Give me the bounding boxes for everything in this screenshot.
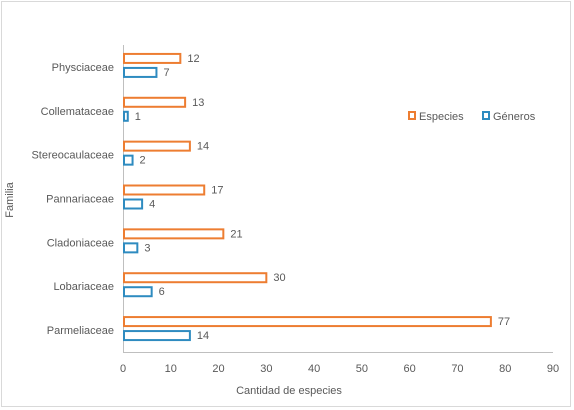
x-tick-label: 90 — [547, 363, 559, 375]
data-label: 14 — [197, 141, 209, 153]
x-axis-title: Cantidad de especies — [236, 385, 342, 397]
legend-label: Géneros — [493, 111, 536, 123]
bar-especies — [123, 228, 225, 240]
x-tick-label: 30 — [260, 363, 272, 375]
legend-label: Especies — [419, 111, 464, 123]
y-axis-title: Familia — [4, 181, 16, 217]
x-tick-label: 40 — [308, 363, 320, 375]
data-label: 2 — [140, 155, 146, 167]
x-tick-label: 50 — [356, 363, 368, 375]
legend-swatch-generos — [482, 111, 490, 120]
category-label: Parmeliaceae — [47, 325, 114, 337]
x-tick-labels: 0 10 20 30 40 50 60 70 80 90 — [120, 363, 559, 375]
data-label: 1 — [135, 111, 141, 123]
category-label: Pannariaceae — [46, 194, 114, 206]
x-tick-label: 70 — [451, 363, 463, 375]
data-label: 30 — [273, 272, 285, 284]
x-tick-label: 10 — [165, 363, 177, 375]
bar-especies — [123, 272, 268, 284]
bar-especies — [123, 96, 187, 108]
bar-especies — [123, 52, 182, 64]
category-label: Cladoniaceae — [47, 237, 114, 249]
x-tick-label: 60 — [404, 363, 416, 375]
y-category-labels: Parmeliaceae Lobariaceae Cladoniaceae Panna… — [31, 62, 114, 337]
data-label: 3 — [144, 242, 150, 254]
data-label: 17 — [211, 185, 223, 197]
data-label: 77 — [498, 316, 510, 328]
x-tick-label: 0 — [120, 363, 126, 375]
legend-swatch-especies — [408, 111, 416, 120]
bar-generos — [123, 330, 191, 342]
bar-especies — [123, 184, 206, 196]
data-label: 13 — [192, 97, 204, 109]
x-tick-label: 20 — [212, 363, 224, 375]
data-label: 6 — [159, 286, 165, 298]
category-label: Physciaceae — [52, 62, 114, 74]
data-label: 14 — [197, 330, 209, 342]
data-label: 4 — [149, 199, 155, 211]
bar-generos — [123, 110, 129, 122]
legend: Especies Géneros — [408, 111, 536, 123]
category-label: Collemataceae — [41, 106, 114, 118]
data-label: 12 — [187, 53, 199, 65]
category-label: Lobariaceae — [53, 281, 114, 293]
data-label: 21 — [230, 228, 242, 240]
bar-especies — [123, 316, 492, 328]
bar-especies — [123, 140, 191, 152]
category-label: Stereocaulaceae — [31, 150, 114, 162]
bar-generos — [123, 66, 158, 78]
x-tick-label: 80 — [499, 363, 511, 375]
bar-generos — [123, 154, 134, 166]
data-label: 7 — [163, 67, 169, 79]
bar-generos — [123, 286, 153, 298]
bar-generos — [123, 198, 144, 210]
bar-generos — [123, 242, 139, 254]
